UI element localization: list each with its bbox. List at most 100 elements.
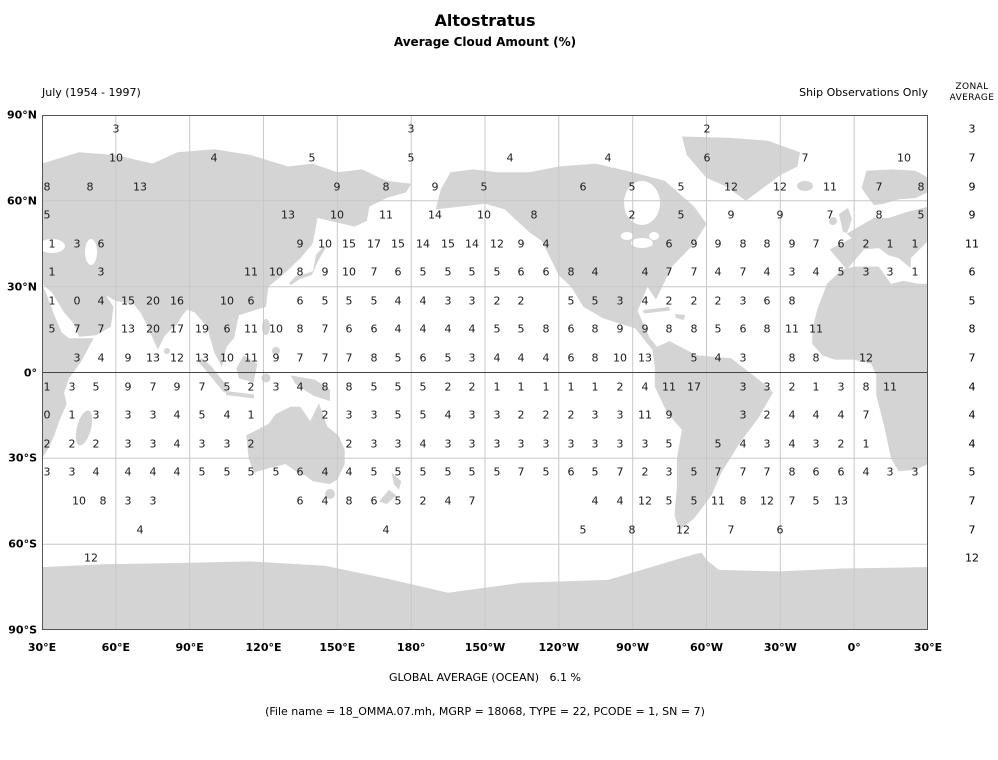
cloud-amount-value: 6	[296, 494, 304, 508]
cloud-amount-value: 7	[801, 151, 809, 165]
zonal-average-header: ZONAL AVERAGE	[946, 82, 998, 104]
x-tick-label: 90°E	[175, 641, 204, 654]
cloud-amount-value: 6	[517, 265, 525, 279]
cloud-amount-value: 11	[785, 322, 799, 336]
cloud-amount-value: 4	[604, 151, 612, 165]
cloud-amount-value: 1	[247, 408, 255, 422]
cloud-amount-value: 8	[591, 322, 599, 336]
cloud-amount-value: 15	[342, 237, 356, 251]
cloud-amount-value: 7	[665, 265, 673, 279]
cloud-amount-value: 3	[394, 437, 402, 451]
x-tick-label: 0°	[847, 641, 861, 654]
y-tick-label: 0°	[23, 366, 37, 379]
cloud-amount-value: 13	[834, 494, 848, 508]
cloud-amount-value: 3	[370, 408, 378, 422]
cloud-amount-value: 11	[244, 351, 258, 365]
cloud-amount-value: 6	[296, 294, 304, 308]
cloud-amount-value: 10	[613, 351, 627, 365]
cloud-amount-value: 3	[468, 351, 476, 365]
cloud-amount-value: 5	[714, 437, 722, 451]
cloud-amount-value: 10	[477, 208, 491, 222]
cloud-amount-value: 5	[407, 151, 415, 165]
cloud-amount-value: 9	[333, 180, 341, 194]
cloud-amount-value: 2	[788, 380, 796, 394]
cloud-amount-value: 6	[97, 237, 105, 251]
cloud-amount-value: 2	[321, 408, 329, 422]
cloud-amount-value: 5	[272, 465, 280, 479]
cloud-amount-value: 5	[419, 408, 427, 422]
cloud-amount-value: 6	[837, 237, 845, 251]
cloud-amount-value: 5	[567, 294, 575, 308]
cloud-amount-value: 3	[616, 294, 624, 308]
cloud-amount-value: 5	[812, 494, 820, 508]
cloud-amount-value: 3	[763, 380, 771, 394]
cloud-amount-value: 5	[591, 294, 599, 308]
cloud-amount-value: 9	[173, 380, 181, 394]
cloud-amount-value: 9	[727, 208, 735, 222]
cloud-amount-value: 4	[542, 237, 550, 251]
cloud-amount-value: 4	[382, 523, 390, 537]
cloud-amount-value: 3	[739, 408, 747, 422]
zonal-average-value: 4	[968, 437, 976, 451]
cloud-amount-value: 3	[124, 494, 132, 508]
cloud-amount-value: 4	[124, 465, 132, 479]
cloud-amount-value: 3	[837, 380, 845, 394]
cloud-amount-value: 4	[97, 294, 105, 308]
cloud-amount-value: 6	[223, 322, 231, 336]
cloud-amount-value: 6	[567, 465, 575, 479]
cloud-amount-value: 2	[345, 437, 353, 451]
cloud-amount-value: 5	[394, 380, 402, 394]
cloud-amount-value: 7	[517, 465, 525, 479]
cloud-amount-value: 2	[542, 408, 550, 422]
observations-source-label: Ship Observations Only	[799, 86, 928, 99]
cloud-amount-value: 5	[665, 494, 673, 508]
cloud-amount-value: 4	[641, 265, 649, 279]
cloud-amount-value: 7	[763, 465, 771, 479]
cloud-amount-value: 5	[444, 265, 452, 279]
cloud-amount-value: 1	[68, 408, 76, 422]
cloud-amount-value: 1	[862, 437, 870, 451]
cloud-amount-value: 2	[862, 237, 870, 251]
zonal-average-value: 7	[968, 494, 976, 508]
cloud-amount-value: 8	[542, 322, 550, 336]
zonal-average-value: 4	[968, 408, 976, 422]
cloud-amount-value: 3	[124, 437, 132, 451]
global-average-label: GLOBAL AVERAGE (OCEAN) 6.1 %	[389, 671, 581, 684]
cloud-amount-value: 5	[321, 294, 329, 308]
cloud-amount-value: 6	[296, 465, 304, 479]
cloud-amount-value: 4	[468, 322, 476, 336]
cloud-amount-value: 2	[714, 294, 722, 308]
cloud-amount-value: 3	[616, 437, 624, 451]
cloud-amount-value: 6	[579, 180, 587, 194]
cloud-amount-value: 5	[444, 465, 452, 479]
cloud-amount-value: 6	[776, 523, 784, 537]
cloud-amount-value: 12	[638, 494, 652, 508]
y-tick-label: 60°N	[6, 194, 37, 208]
y-tick-label: 90°S	[8, 623, 37, 637]
cloud-amount-value: 8	[862, 380, 870, 394]
cloud-amount-value: 17	[367, 237, 381, 251]
cloud-amount-value: 5	[837, 265, 845, 279]
cloud-amount-value: 8	[86, 180, 94, 194]
cloud-amount-value: 3	[739, 380, 747, 394]
cloud-amount-value: 13	[195, 351, 209, 365]
cloud-amount-value: 12	[84, 551, 98, 565]
cloud-amount-value: 8	[591, 351, 599, 365]
cloud-amount-value: 7	[616, 465, 624, 479]
cloud-amount-value: 2	[517, 294, 525, 308]
cloud-amount-value: 7	[468, 494, 476, 508]
zonal-average-value: 4	[968, 380, 976, 394]
cloud-amount-value: 4	[591, 265, 599, 279]
cloud-amount-value: 9	[690, 237, 698, 251]
cloud-amount-value: 2	[92, 437, 100, 451]
cloud-amount-value: 3	[272, 380, 280, 394]
cloud-amount-value: 8	[763, 322, 771, 336]
cloud-amount-value: 2	[493, 294, 501, 308]
cloud-amount-value: 8	[370, 351, 378, 365]
cloud-amount-value: 6	[837, 465, 845, 479]
cloud-amount-value: 5	[591, 465, 599, 479]
x-tick-label: 150°W	[464, 641, 506, 654]
cloud-amount-value: 3	[641, 437, 649, 451]
cloud-amount-value: 5	[43, 208, 51, 222]
cloud-amount-value: 14	[416, 237, 430, 251]
